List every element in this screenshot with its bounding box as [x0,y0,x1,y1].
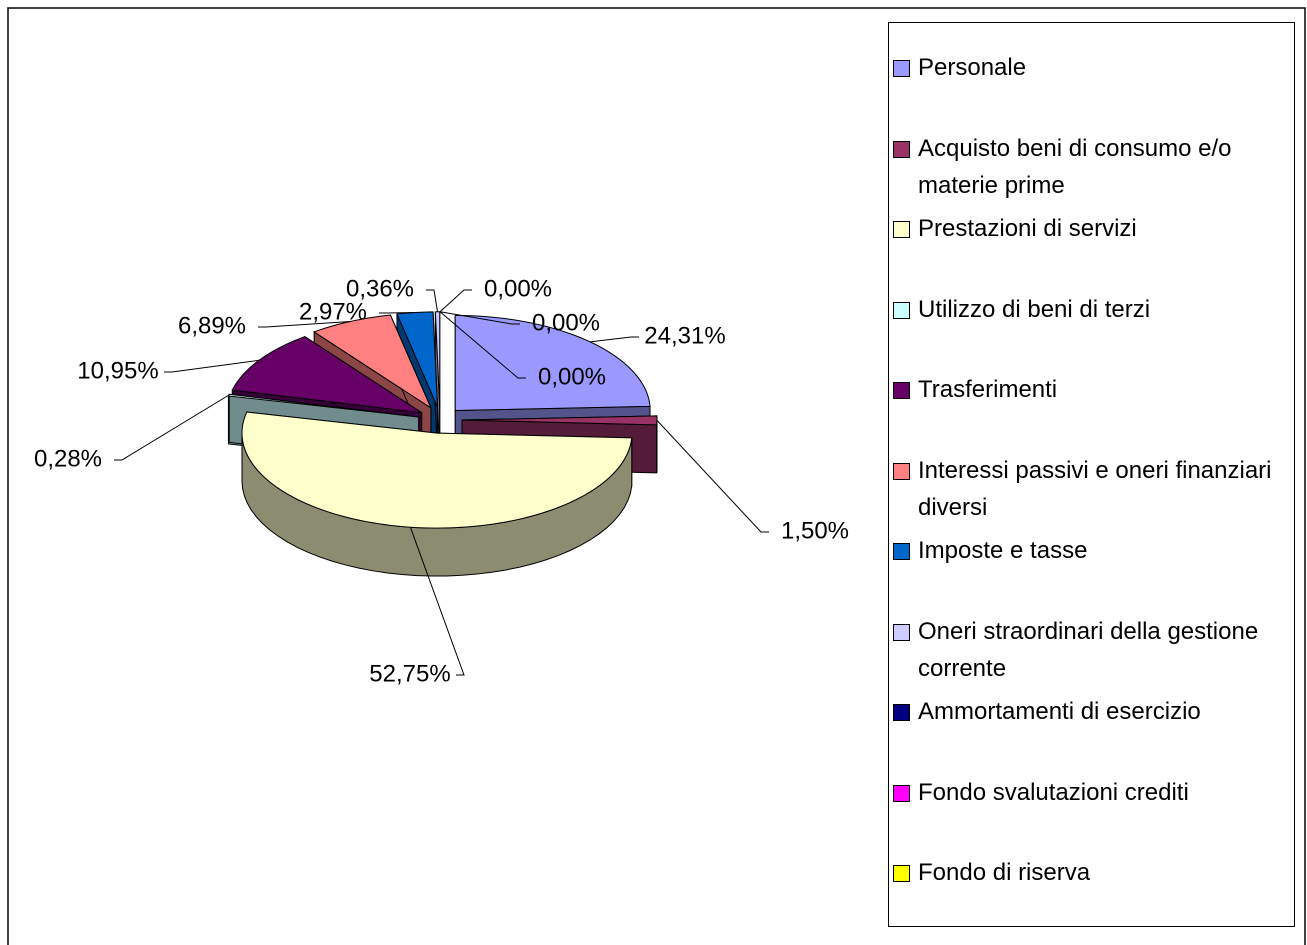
data-label: 6,89% [178,312,246,339]
slice-top [461,415,658,426]
legend-label: Trasferimenti [918,376,1058,403]
leader-line [258,320,351,328]
legend-label: Interessi passivi e oneri finanziari div… [918,456,1272,521]
legend-entry: Ammortamenti di esercizio [893,693,1293,730]
slice-top [227,393,419,418]
slice-top [313,314,433,410]
leader-line [164,359,260,373]
data-label: 24,31% [644,322,725,349]
leader-line [114,394,230,461]
legend-swatch [893,704,910,721]
legend-swatch [893,221,910,238]
legend-entry: Prestazioni di servizi [893,210,1293,247]
legend-swatch [893,382,910,399]
data-label: 52,75% [369,660,450,687]
data-label: 0,00% [538,363,606,390]
legend-swatch [893,543,910,560]
pie-slice [241,411,633,577]
legend-entry: Interessi passivi e oneri finanziari div… [893,452,1293,526]
slice-top [434,311,441,407]
legend-swatch [893,623,910,641]
legend-label: Imposte e tasse [918,537,1088,564]
leader-line [439,311,520,325]
data-label: 2,97% [299,298,367,325]
legend-label: Personale [918,54,1027,81]
data-label: 10,95% [77,357,158,384]
legend-swatch [893,60,910,77]
legend-label: Fondo di riserva [918,859,1091,886]
legend-label: Ammortamenti di esercizio [918,698,1201,725]
legend-label: Prestazioni di servizi [918,215,1137,242]
legend-swatch [893,784,910,802]
legend-swatch [893,462,910,480]
legend-label: Oneri straordinari della gestione corren… [918,617,1259,682]
data-label: 0,36% [346,275,414,302]
legend-entry: Trasferimenti [893,371,1293,408]
legend-label: Fondo svalutazioni crediti [918,778,1189,806]
legend-label: Acquisto beni di consumo e/o materie pri… [918,134,1232,199]
legend-entry: Fondo svalutazioni crediti [893,774,1293,811]
leader-line [439,289,472,313]
leader-line [409,527,465,676]
legend-entry: Utilizzo di beni di terzi [893,291,1293,328]
leader-line [590,336,639,343]
legend-swatch [893,140,910,158]
legend-entry: Personale [893,49,1293,86]
legend-entry: Imposte e tasse [893,532,1293,569]
leader-line [439,311,526,379]
leader-line [426,289,439,312]
legend-swatch [893,865,910,882]
legend-entry: Acquisto beni di consumo e/o materie pri… [893,130,1293,204]
leader-line [656,420,769,533]
legend: Personale Acquisto beni di consumo e/o ma… [888,22,1295,927]
legend-entry: Fondo di riserva [893,854,1293,891]
legend-entry: Oneri straordinari della gestione corren… [893,613,1293,687]
data-label: 0,00% [532,309,600,336]
data-label: 0,28% [34,445,102,472]
chart-border [7,7,1306,945]
slice-top [454,314,651,411]
data-label: 1,50% [781,517,849,544]
pie-slice [434,311,441,455]
legend-swatch [893,301,910,319]
slice-top [231,336,422,414]
legend-label: Utilizzo di beni di terzi [918,295,1151,323]
data-label: 0,00% [484,275,552,302]
